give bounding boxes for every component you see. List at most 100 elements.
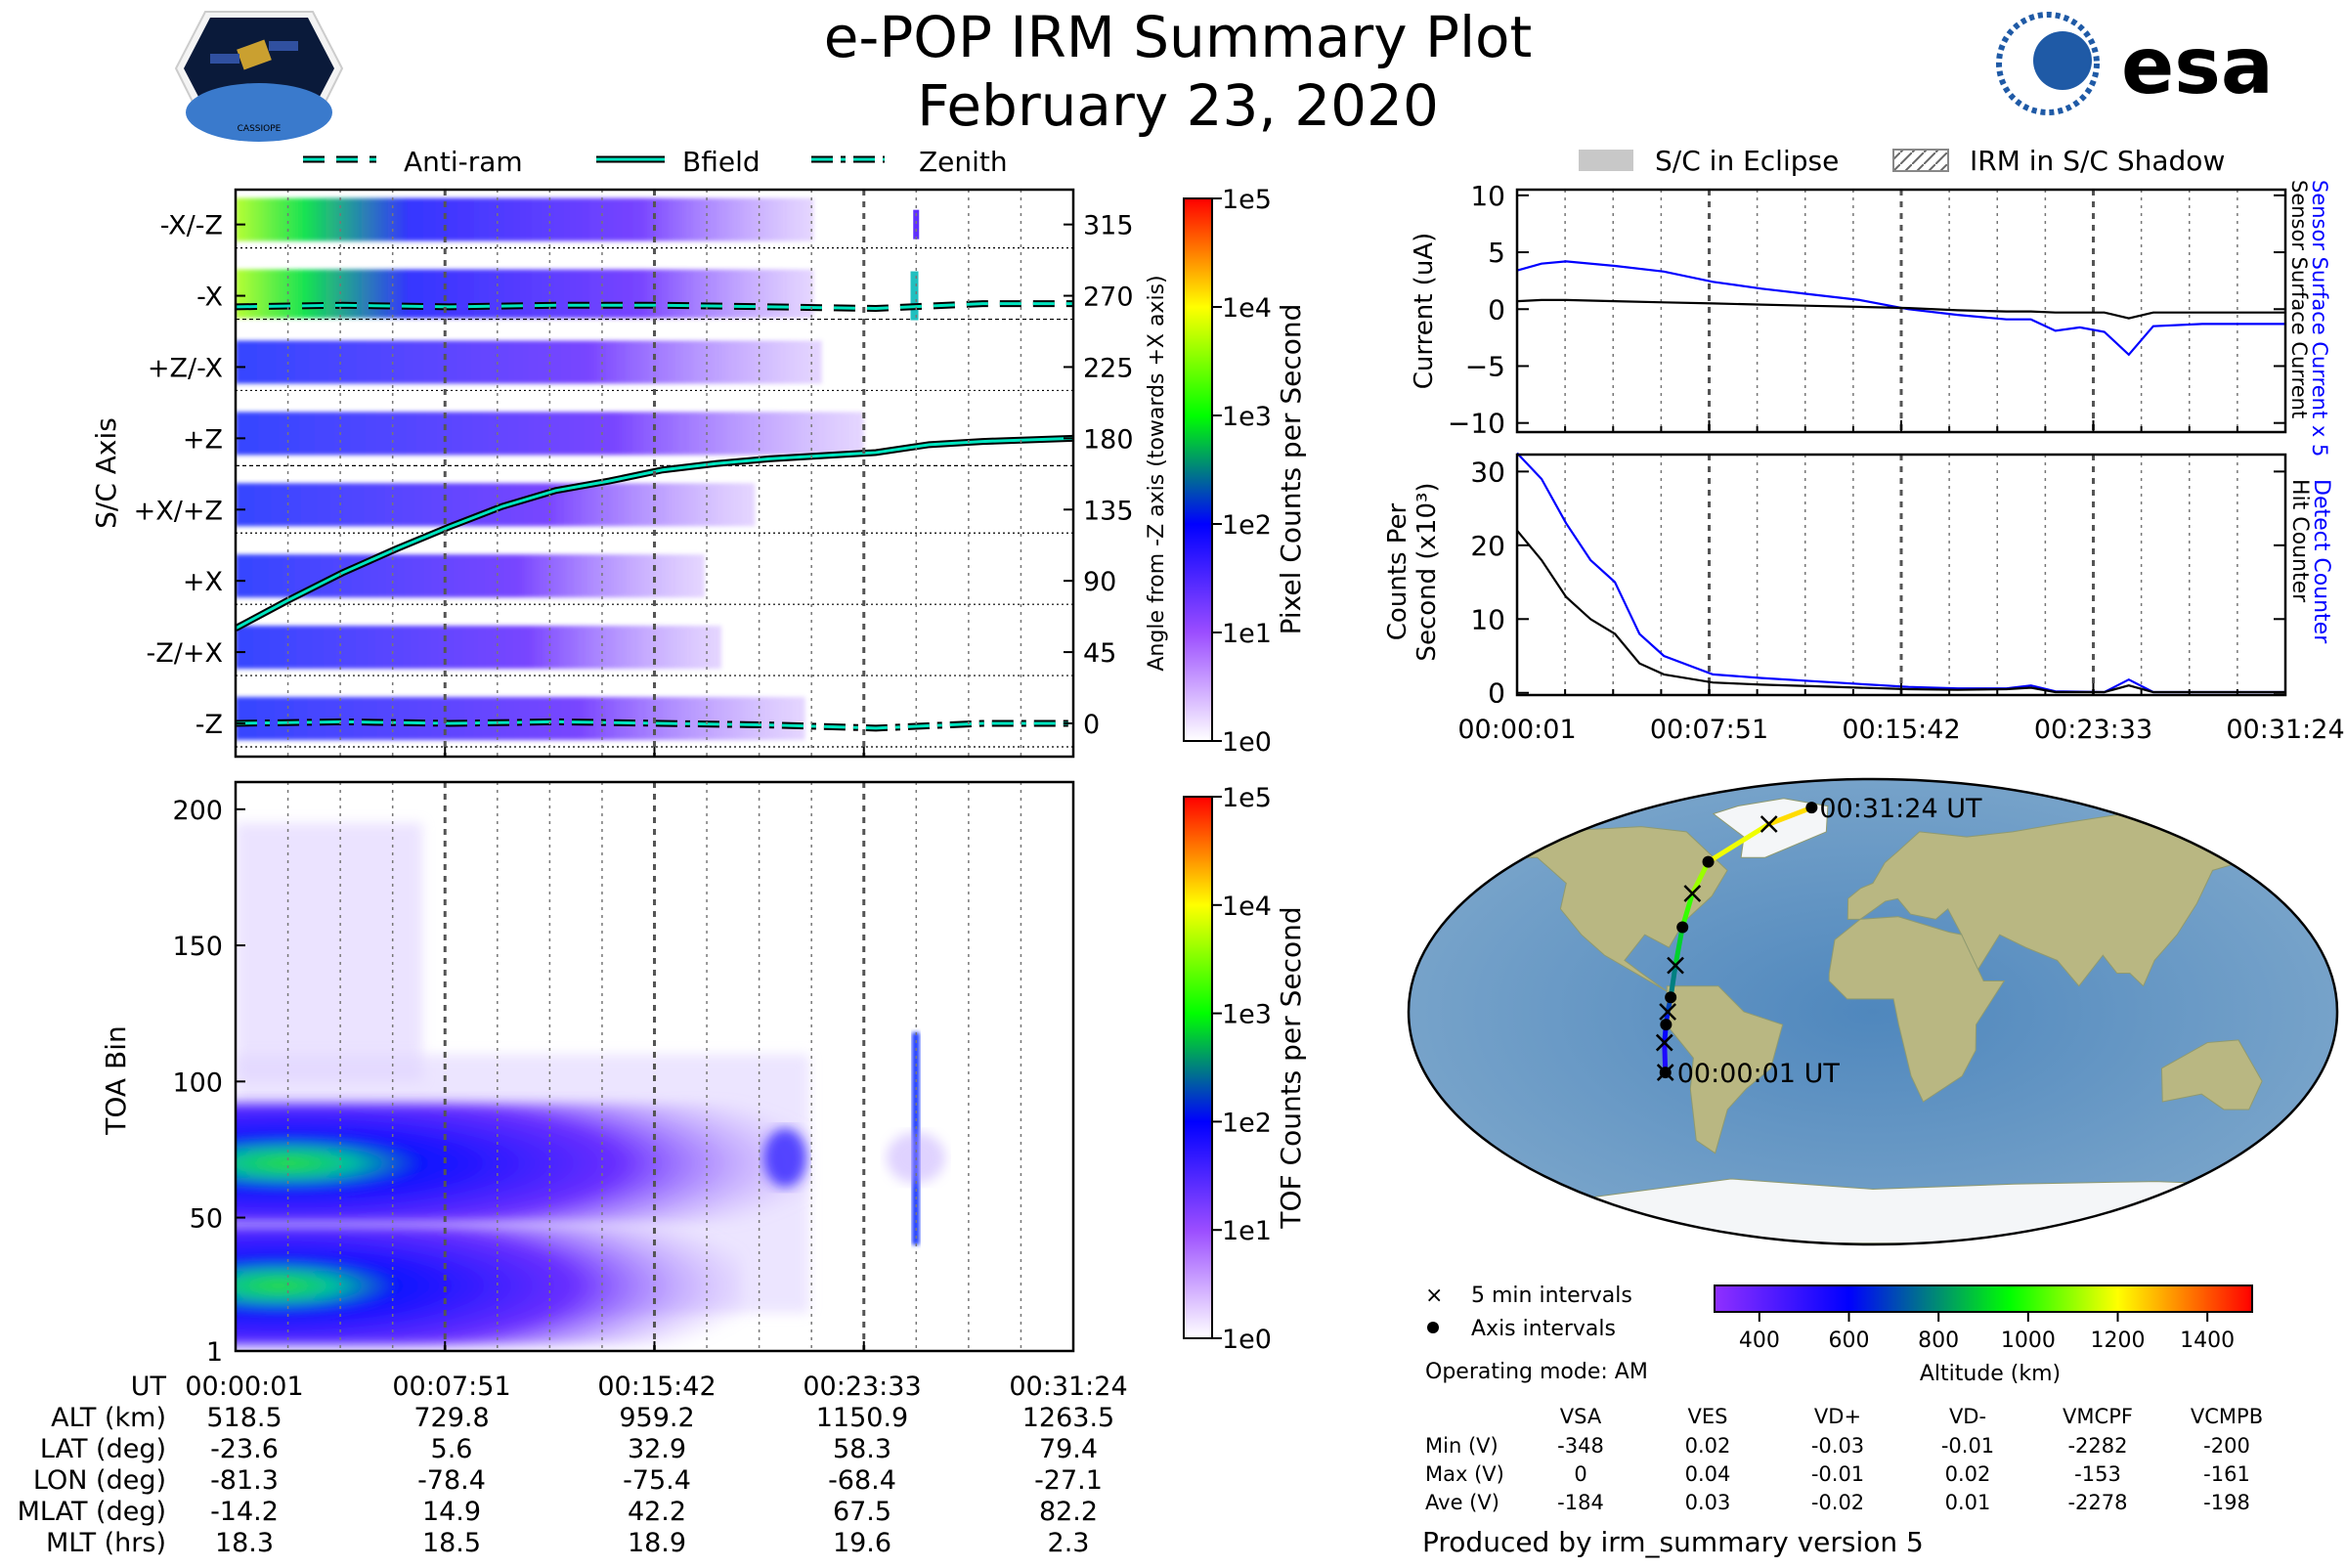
voltage-cell: -153 — [2074, 1462, 2121, 1486]
orbit-cell: -68.4 — [828, 1465, 896, 1496]
orbit-cell: -78.4 — [417, 1465, 486, 1496]
svg-text:CASSIOPE: CASSIOPE — [238, 124, 282, 134]
svg-text:Zenith: Zenith — [919, 146, 1008, 178]
land-eurasia — [1846, 812, 2301, 987]
tof-colorbar-label: TOF Counts per Second — [1275, 906, 1307, 1229]
current-ylabel: Current (uA) — [1410, 233, 1439, 389]
axis-interval-dot — [1660, 1019, 1673, 1031]
tof-band-end — [763, 1128, 807, 1188]
altitude-tick-label: 1200 — [2091, 1328, 2146, 1353]
svg-text:Bfield: Bfield — [682, 146, 760, 178]
ytick-label: 5 — [1488, 237, 1505, 269]
track-segment — [1766, 805, 1814, 827]
series-hit-counter — [1516, 529, 2285, 694]
orbit-cell: -27.1 — [1034, 1465, 1103, 1496]
five-min-cross — [1667, 956, 1684, 975]
footer-text: Produced by irm_summary version 5 — [1422, 1526, 1924, 1558]
voltage-header: VMCPF — [2063, 1405, 2133, 1428]
orbit-cell: 00:31:24 — [1009, 1372, 1127, 1402]
orbit-cell: 1263.5 — [1022, 1403, 1114, 1433]
voltage-cell: -0.02 — [1811, 1491, 1864, 1514]
current-right-label-blue: Sensor Surface Current x 5 — [2308, 180, 2331, 457]
pixel-ylabel: S/C Axis — [90, 417, 122, 529]
land-australia — [2160, 1039, 2263, 1111]
xtick-label: 00:00:01 — [1457, 715, 1576, 745]
voltage-header: VSA — [1560, 1405, 1602, 1428]
pixel-band — [236, 269, 814, 319]
altitude-tick-label: 1400 — [2180, 1328, 2235, 1353]
svg-text:Axis intervals: Axis intervals — [1471, 1317, 1616, 1341]
voltage-cell: 0.04 — [1685, 1462, 1731, 1486]
voltage-cell: -0.03 — [1811, 1434, 1864, 1458]
land-south-america — [1666, 985, 1784, 1154]
orbit-row-label: ALT (km) — [51, 1403, 166, 1433]
orbit-cell: 19.6 — [833, 1528, 891, 1558]
orbit-cell: 79.4 — [1039, 1434, 1098, 1464]
orbit-cell: 18.9 — [628, 1528, 686, 1558]
orbit-cell: 00:23:33 — [803, 1372, 921, 1402]
voltage-cell: -0.01 — [1941, 1434, 1994, 1458]
axis-sector-label: +X — [183, 567, 223, 597]
tof-counts-panel: 200 150 100 50 1 TOA Bin — [100, 780, 1075, 1368]
orbit-cell: 18.5 — [422, 1528, 481, 1558]
voltage-cell: 0.01 — [1945, 1491, 1991, 1514]
counts-ylabel-2: Second (x10³) — [1412, 482, 1442, 661]
orbit-cell: 82.2 — [1039, 1497, 1098, 1527]
altitude-colorbar: 400 600 800 1000 1200 1400 Altitude (km) — [1714, 1285, 2253, 1386]
page-title: e-POP IRM Summary Plot — [824, 4, 1533, 70]
pixel-spike — [910, 271, 919, 321]
voltage-cell: -2282 — [2067, 1434, 2127, 1458]
voltage-row-label: Max (V) — [1425, 1462, 1504, 1486]
tof-band — [236, 1225, 743, 1346]
colorbar-tick-label: 1e3 — [1222, 1000, 1272, 1030]
angle-tick-label: 90 — [1083, 567, 1116, 597]
colorbar-tick-label: 1e0 — [1222, 727, 1272, 758]
ytick-label: 0 — [1488, 677, 1505, 710]
right-legend: S/C in Eclipse IRM in S/C Shadow — [1579, 145, 2225, 177]
series-anti-ram — [236, 302, 1073, 311]
five-min-cross — [1760, 815, 1778, 833]
axis-sector-label: +X/+Z — [134, 496, 223, 526]
current-right-label-black: Sensor Surface Current — [2287, 180, 2311, 418]
colorbar-tick-label: 1e3 — [1222, 402, 1272, 432]
orbit-cell: -23.6 — [210, 1434, 279, 1464]
colorbar-tick-label: 1e2 — [1222, 1108, 1272, 1138]
five-min-cross — [1655, 1033, 1673, 1052]
ytick-label: 10 — [1470, 603, 1505, 635]
pixel-colorbar: 1e5 1e4 1e3 1e2 1e1 1e0 Pixel Counts per Seco… — [1183, 185, 1307, 758]
track-segment — [1673, 924, 1685, 969]
voltage-header: VCMPB — [2191, 1405, 2263, 1428]
voltage-cell: 0.03 — [1685, 1491, 1731, 1514]
altitude-tick-label: 600 — [1829, 1328, 1870, 1353]
altitude-tick-label: 1000 — [2001, 1328, 2056, 1353]
pixel-spike — [913, 209, 920, 240]
orbit-cell: 518.5 — [206, 1403, 282, 1433]
orbit-row-label: LON (deg) — [33, 1465, 166, 1496]
tof-ytick-label: 50 — [190, 1204, 223, 1235]
axis-interval-dot — [1805, 802, 1818, 814]
tof-noise — [236, 822, 423, 1082]
angle-tick-label: 225 — [1083, 353, 1134, 383]
orbit-row-label: UT — [131, 1372, 167, 1402]
tof-ytick-label: 200 — [172, 796, 223, 826]
voltage-cell: -0.01 — [1811, 1462, 1864, 1486]
axis-sector-label: -X/-Z — [160, 211, 223, 241]
orbit-row-label: MLT (hrs) — [46, 1528, 166, 1558]
xtick-label: 00:15:42 — [1842, 715, 1960, 745]
tof-ytick-label: 100 — [172, 1067, 223, 1098]
colorbar-tick-label: 1e1 — [1222, 1216, 1272, 1246]
voltage-cell: 0.02 — [1945, 1462, 1991, 1486]
ytick-label: 20 — [1470, 530, 1505, 562]
left-legend: Anti-ram Bfield Zenith — [303, 146, 1008, 178]
orbit-row-label: LAT (deg) — [40, 1434, 166, 1464]
svg-text:Altitude (km): Altitude (km) — [1920, 1362, 2061, 1386]
altitude-tick-label: 800 — [1918, 1328, 1959, 1353]
series-sensor-surface-current-x-5 — [1516, 260, 2285, 357]
orbit-cell: 1150.9 — [816, 1403, 908, 1433]
voltage-cell: -161 — [2203, 1462, 2250, 1486]
axis-sector-label: +Z — [183, 424, 223, 455]
angle-label: Angle from -Z axis (towards +X axis) — [1145, 275, 1169, 671]
series-sensor-surface-current — [1516, 298, 2285, 320]
svg-text:Anti-ram: Anti-ram — [404, 146, 523, 178]
